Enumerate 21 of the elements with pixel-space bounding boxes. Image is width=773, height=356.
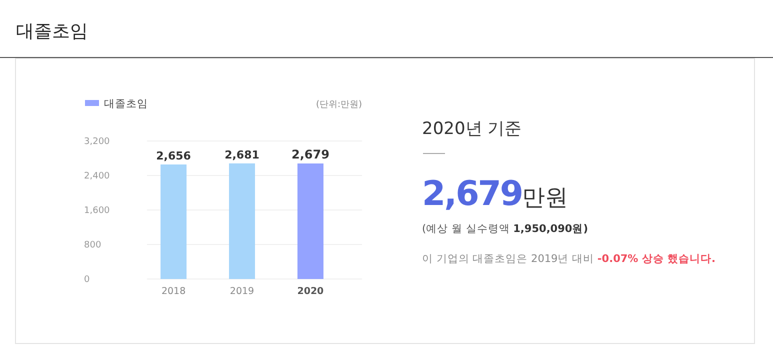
text: 이 기업의 대졸초임은 2019년 대비 [422,253,598,265]
x-tick-label: 2020 [297,286,324,297]
y-tick-label: 2,400 [84,172,110,182]
x-tick-label: 2019 [230,286,254,297]
text: 1,950,090원) [513,223,588,235]
data-label: 2,681 [224,148,260,162]
y-tick-label: 800 [84,240,102,250]
text: 만원 [522,185,568,211]
data-label: 2,656 [156,149,192,162]
text: 2,679 [422,174,522,214]
y-tick-label: 1,600 [84,206,110,216]
text: (예상 월 실수령액 [422,223,514,235]
x-tick-label: 2018 [161,286,186,297]
text: (단위:만원) [316,100,362,110]
chart-title: 대졸초임 [16,21,88,42]
text: -0.07% 상승 했습니다. [597,253,716,265]
data-label: 2,679 [291,147,330,162]
text: 2020년 기준 [422,119,522,139]
y-tick-label: 0 [84,275,90,285]
y-tick-label: 3,200 [84,137,110,147]
legend-label: 대졸초임 [104,98,148,110]
